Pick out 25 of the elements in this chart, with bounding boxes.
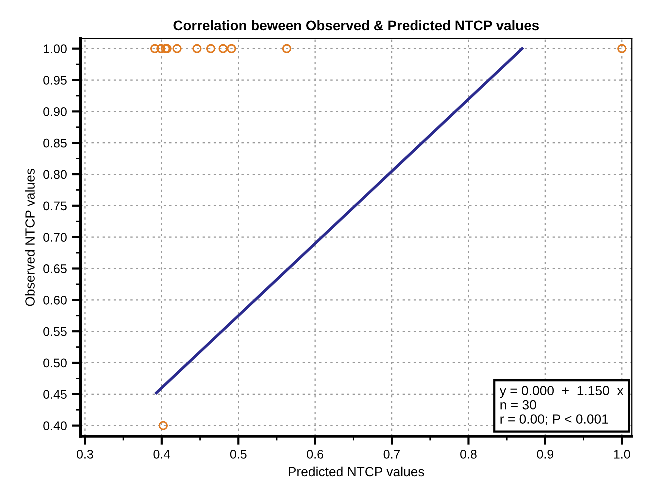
x-tick-label: 1.0 (614, 450, 630, 459)
y-tick-label: 1.00 (44, 44, 67, 54)
x-tick-label: 0.9 (537, 450, 554, 459)
x-tick-label: 0.4 (154, 450, 170, 459)
x-tick-label: 0.5 (230, 450, 247, 459)
y-axis-title: Observed NTCP values (25, 168, 35, 306)
annotation: y = 0.000 + 1.150 x n = 30 r = 0.00; P < 0.001 (500, 386, 624, 426)
y-tick-label: 0.75 (44, 202, 67, 211)
x-tick-label: 0.7 (384, 450, 400, 459)
y-tick-label: 0.50 (44, 358, 67, 368)
x-tick-label: 0.3 (77, 450, 94, 459)
x-tick-label: 0.6 (307, 450, 324, 459)
y-tick-label: 0.95 (44, 76, 67, 85)
y-tick-label: 0.55 (44, 327, 67, 336)
y-tick-label: 0.65 (44, 264, 67, 274)
x-axis-title: Predicted NTCP values (289, 466, 424, 477)
y-tick-label: 0.90 (44, 107, 67, 116)
y-tick-label: 0.85 (44, 138, 67, 148)
x-tick-label: 0.8 (460, 450, 477, 459)
y-tick-label: 0.80 (44, 170, 67, 180)
y-tick-label: 0.70 (44, 233, 67, 242)
y-tick-label: 0.60 (44, 296, 67, 305)
chart-title: Correlation beween Observed & Predicted NTCP values (174, 20, 539, 31)
y-tick-label: 0.40 (44, 422, 67, 430)
y-tick-label: 0.45 (44, 390, 67, 400)
